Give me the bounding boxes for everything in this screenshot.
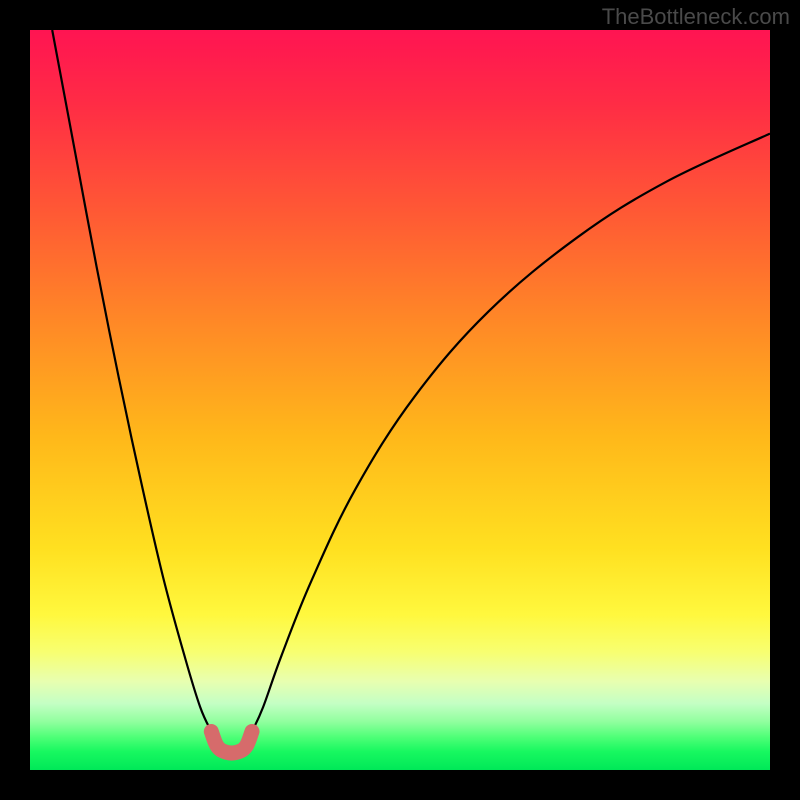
- chart-container: TheBottleneck.com: [0, 0, 800, 800]
- plot-svg: [0, 0, 800, 800]
- watermark-text: TheBottleneck.com: [602, 4, 790, 30]
- plot-background: [30, 30, 770, 770]
